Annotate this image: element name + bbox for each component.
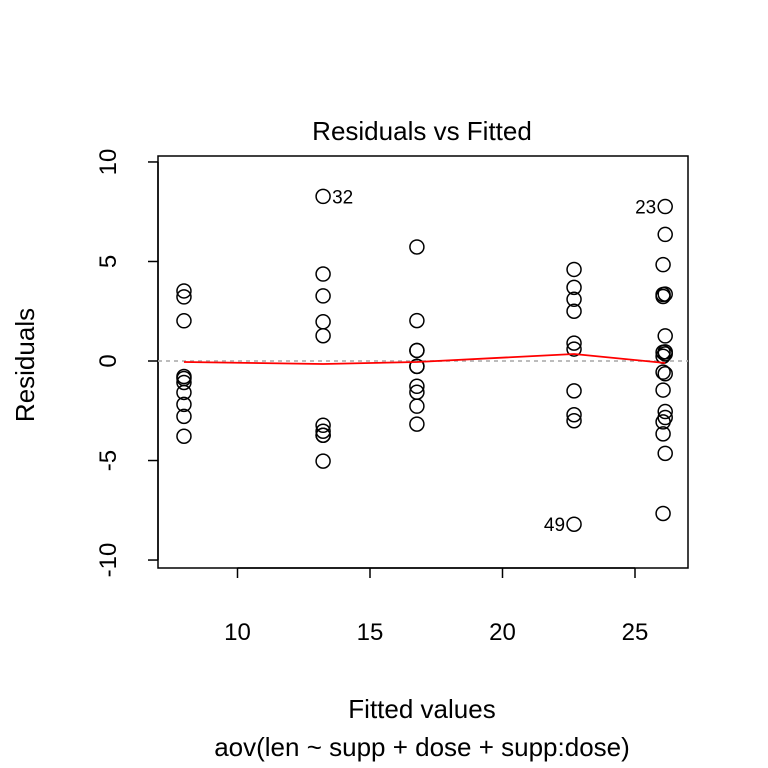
residual-point (655, 256, 671, 273)
residual-point (657, 403, 673, 420)
residual-point (566, 406, 582, 423)
residual-point (566, 291, 582, 308)
residual-point (657, 445, 673, 462)
residual-point (176, 428, 192, 444)
residual-point (657, 198, 673, 215)
residual-point (176, 313, 192, 329)
residual-point (657, 344, 673, 360)
y-tick-label: -10 (95, 543, 122, 578)
residual-point (655, 426, 671, 442)
residual-point (566, 383, 582, 399)
residual-point (657, 409, 673, 426)
residual-point (315, 266, 331, 282)
residual-point (315, 453, 331, 469)
residual-point (409, 358, 425, 375)
residual-point (176, 370, 192, 387)
residual-point (409, 398, 425, 414)
x-axis-label: Fitted values (348, 694, 495, 724)
residual-point (409, 416, 425, 432)
residual-point (566, 341, 582, 357)
residual-point (566, 412, 582, 429)
residual-point (657, 328, 673, 344)
residual-point (176, 396, 192, 413)
x-tick-label: 15 (357, 619, 384, 646)
residual-point (176, 408, 192, 425)
x-axis: 10 15 20 25 (224, 567, 649, 646)
y-axis: -10 -5 0 5 10 (95, 149, 159, 578)
residual-points (176, 188, 673, 532)
residual-point (315, 314, 331, 330)
residual-point (409, 239, 425, 255)
y-axis-label: Residuals (10, 308, 40, 422)
residual-point (409, 312, 425, 329)
residual-point (315, 417, 331, 434)
residual-point (655, 505, 671, 522)
y-tick-label: 10 (95, 149, 122, 176)
residual-point (315, 423, 331, 440)
residual-point (657, 226, 673, 243)
residual-point (566, 279, 582, 296)
outlier-label: 32 (332, 187, 353, 208)
residual-point (566, 516, 582, 532)
residual-point (566, 261, 582, 278)
residual-point (176, 289, 192, 305)
residual-point (409, 342, 425, 359)
chart-title: Residuals vs Fitted (312, 116, 532, 146)
residual-point (176, 374, 192, 391)
smoother-line (183, 353, 666, 365)
residual-point (409, 378, 425, 395)
residual-point (315, 188, 331, 205)
residual-point (566, 303, 582, 319)
residual-point (315, 288, 331, 304)
y-tick-label: 5 (95, 255, 122, 268)
outlier-labels: 32 23 49 (332, 187, 656, 536)
outlier-label: 49 (544, 515, 565, 536)
residual-point (657, 365, 673, 382)
residual-point (315, 427, 331, 443)
chart-subtitle: aov(len ~ supp + dose + supp:dose) (214, 732, 630, 762)
x-tick-label: 20 (489, 619, 516, 646)
residual-point (176, 283, 192, 299)
y-tick-label: -5 (95, 450, 122, 471)
residual-point (657, 286, 673, 302)
residual-point (655, 382, 671, 398)
residual-point (655, 288, 671, 305)
residual-point (315, 327, 331, 344)
residual-point (566, 335, 582, 351)
x-tick-label: 10 (224, 619, 251, 646)
x-tick-label: 25 (622, 619, 649, 646)
residual-point (655, 364, 671, 380)
outlier-label: 23 (635, 198, 656, 219)
y-tick-label: 0 (95, 354, 122, 367)
